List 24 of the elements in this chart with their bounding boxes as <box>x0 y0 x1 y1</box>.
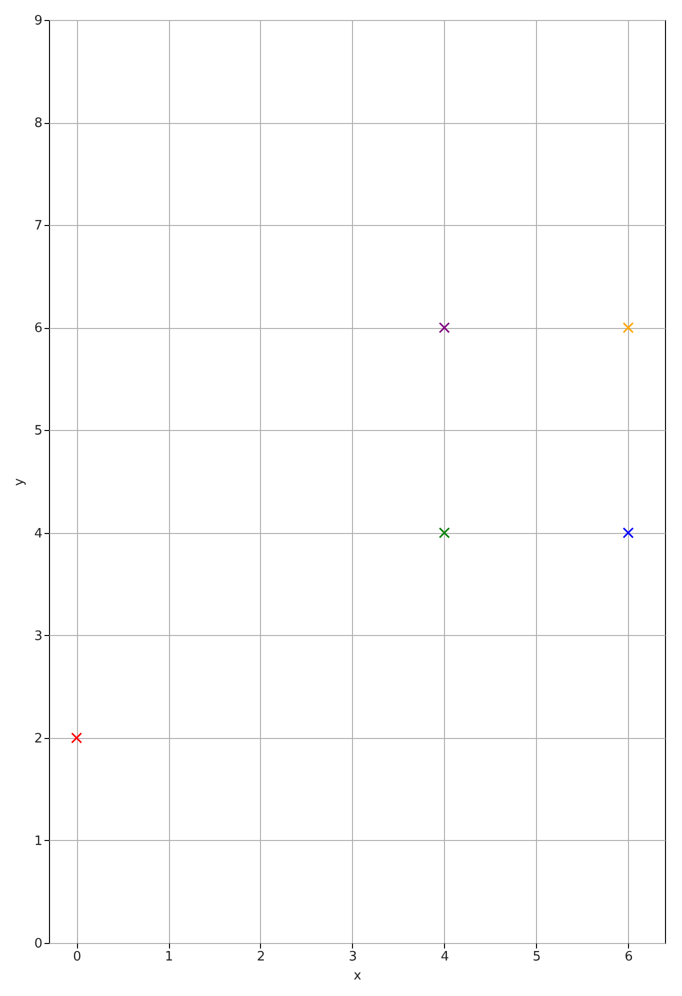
x-tick-label: 2 <box>256 950 266 964</box>
x-tick-label: 1 <box>164 950 174 964</box>
point <box>71 732 82 744</box>
x-tick-label: 0 <box>72 950 82 964</box>
y-tick-label: 1 <box>34 834 42 849</box>
point <box>438 527 450 538</box>
y-tick-label: 0 <box>34 936 42 952</box>
y-tick-label: 9 <box>34 14 42 28</box>
point <box>622 527 634 538</box>
y-tick-label: 8 <box>34 116 42 132</box>
y-tick-label: 7 <box>34 218 42 234</box>
y-tick-label: 5 <box>34 424 42 439</box>
y-tick-label: 2 <box>34 731 42 746</box>
x-tick-label: 5 <box>532 950 541 964</box>
x-axis-title: x <box>354 968 362 984</box>
x-tick-label: 4 <box>440 950 449 964</box>
y-tick-label: 6 <box>34 321 42 336</box>
point <box>438 322 450 334</box>
x-tick-label: 6 <box>624 950 633 964</box>
x-tick-label: 3 <box>348 950 358 964</box>
y-axis-title: y <box>12 478 28 486</box>
y-tick-label: 3 <box>34 628 42 644</box>
y-tick-label: 4 <box>34 526 42 542</box>
point <box>622 322 634 334</box>
